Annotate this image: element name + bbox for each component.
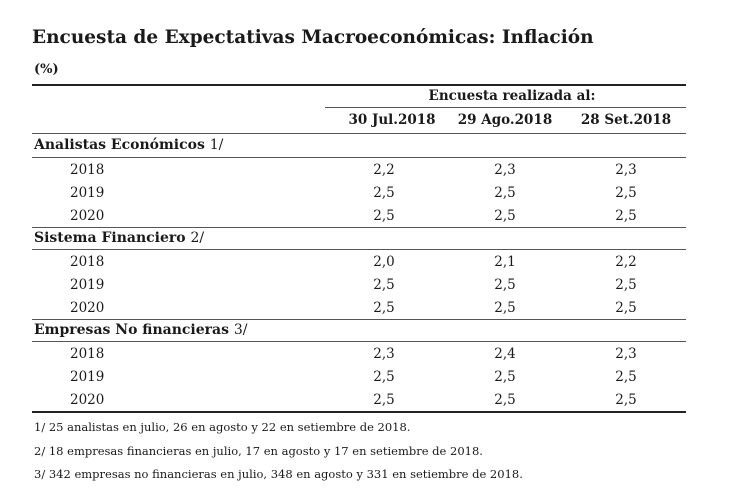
cell-value: 2,5	[373, 369, 395, 385]
footnote-3: 3/ 342 empresas no financieras en julio,…	[34, 467, 523, 481]
row-year: 2020	[70, 300, 105, 316]
footnote-2: 2/ 18 empresas financieras en julio, 17 …	[34, 444, 483, 458]
cell-value: 2,3	[373, 346, 395, 362]
cell-value: 2,5	[615, 185, 637, 201]
row-year: 2020	[70, 208, 105, 224]
cell-value: 2,5	[373, 300, 395, 316]
group-header-rule	[325, 107, 686, 108]
section-rule	[32, 157, 686, 158]
cell-value: 2,5	[494, 277, 516, 293]
cell-value: 2,4	[494, 346, 516, 362]
cell-value: 2,3	[615, 346, 637, 362]
cell-value: 2,5	[494, 392, 516, 408]
cell-value: 2,5	[373, 392, 395, 408]
section-rule	[32, 319, 686, 320]
cell-value: 2,5	[494, 369, 516, 385]
survey-date-group-header: Encuesta realizada al:	[428, 88, 596, 104]
row-year: 2019	[70, 185, 105, 201]
section-rule	[32, 341, 686, 342]
footnote-ref: 2/	[190, 230, 205, 246]
column-header-ago: 29 Ago.2018	[457, 112, 553, 128]
cell-value: 2,2	[615, 254, 637, 270]
section-label-analistas: Analistas Económicos 1/	[34, 137, 223, 153]
cell-value: 2,3	[615, 162, 637, 178]
cell-value: 2,5	[373, 185, 395, 201]
row-year: 2019	[70, 277, 105, 293]
cell-value: 2,5	[494, 300, 516, 316]
cell-value: 2,2	[373, 162, 395, 178]
cell-value: 2,0	[373, 254, 395, 270]
unit-label: (%)	[34, 62, 59, 77]
bottom-rule	[32, 411, 686, 413]
cell-value: 2,5	[615, 300, 637, 316]
cell-value: 2,5	[494, 185, 516, 201]
footnote-1: 1/ 25 analistas en julio, 26 en agosto y…	[34, 420, 411, 434]
cell-value: 2,5	[615, 208, 637, 224]
cell-value: 2,5	[373, 277, 395, 293]
section-label-empresas: Empresas No financieras 3/	[34, 322, 247, 338]
section-rule	[32, 249, 686, 250]
cell-value: 2,5	[373, 208, 395, 224]
row-year: 2018	[70, 162, 105, 178]
cell-value: 2,5	[615, 392, 637, 408]
column-header-set: 28 Set.2018	[580, 112, 672, 128]
row-year: 2018	[70, 254, 105, 270]
footnote-ref: 1/	[209, 137, 224, 153]
cell-value: 2,5	[615, 369, 637, 385]
section-label-text: Empresas No financieras	[34, 322, 229, 338]
section-rule	[32, 227, 686, 228]
row-year: 2019	[70, 369, 105, 385]
table-title: Encuesta de Expectativas Macroeconómicas…	[32, 27, 594, 48]
section-label-text: Analistas Económicos	[34, 137, 205, 153]
header-bottom-rule	[32, 133, 686, 134]
section-label-text: Sistema Financiero	[34, 230, 186, 246]
footnote-ref: 3/	[233, 322, 248, 338]
cell-value: 2,3	[494, 162, 516, 178]
section-label-sistema-financiero: Sistema Financiero 2/	[34, 230, 204, 246]
column-header-jul: 30 Jul.2018	[348, 112, 436, 128]
row-year: 2020	[70, 392, 105, 408]
cell-value: 2,5	[615, 277, 637, 293]
cell-value: 2,5	[494, 208, 516, 224]
top-rule	[32, 84, 686, 86]
row-year: 2018	[70, 346, 105, 362]
cell-value: 2,1	[494, 254, 516, 270]
